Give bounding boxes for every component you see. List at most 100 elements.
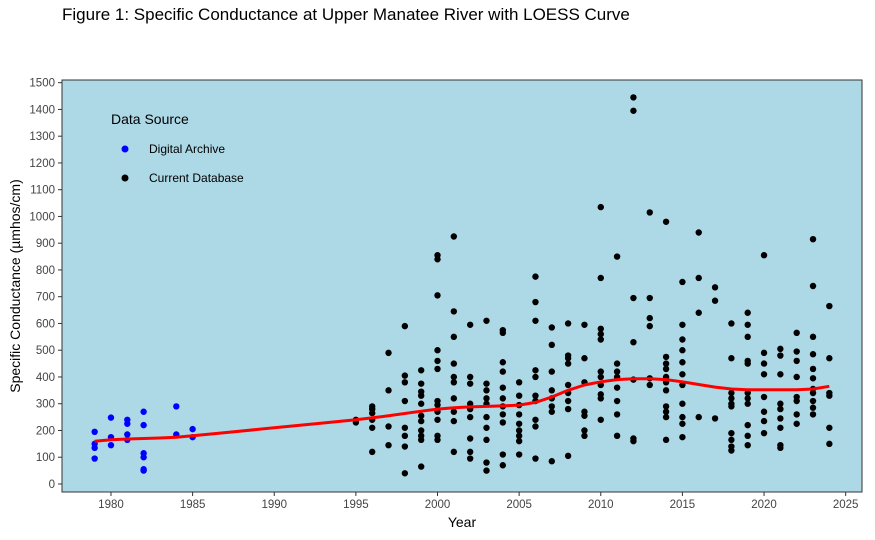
point-current-database	[695, 413, 702, 421]
point-current-database	[809, 282, 817, 290]
point-current-database	[679, 413, 686, 421]
point-current-database	[679, 321, 686, 328]
y-tick-label: 1300	[29, 131, 55, 143]
point-current-database	[793, 411, 800, 418]
y-tick-label: 1100	[30, 185, 55, 197]
point-current-database	[613, 432, 621, 440]
point-current-database	[564, 405, 572, 413]
point-digital-archive	[140, 408, 147, 415]
point-current-database	[532, 423, 539, 430]
point-current-database	[613, 384, 621, 391]
point-current-database	[679, 371, 686, 378]
point-current-database	[662, 436, 670, 444]
point-current-database	[417, 388, 425, 395]
point-current-database	[630, 435, 637, 442]
point-current-database	[581, 355, 588, 362]
point-current-database	[466, 413, 474, 421]
y-tick-label: 100	[36, 452, 55, 464]
point-digital-archive	[124, 416, 131, 423]
point-current-database	[679, 336, 686, 343]
y-tick-label: 800	[36, 265, 55, 277]
point-current-database	[809, 365, 817, 373]
point-current-database	[646, 294, 653, 302]
y-tick-label: 1200	[29, 158, 55, 170]
point-current-database	[597, 330, 604, 338]
point-current-database	[662, 403, 670, 410]
x-tick-label: 1990	[261, 499, 287, 511]
point-current-database	[450, 373, 458, 381]
point-current-database	[483, 317, 490, 324]
point-current-database	[777, 415, 784, 422]
point-current-database	[564, 320, 572, 327]
point-current-database	[532, 455, 539, 462]
point-current-database	[760, 360, 768, 367]
point-current-database	[679, 347, 686, 354]
point-current-database	[793, 373, 800, 381]
point-current-database	[532, 317, 539, 324]
point-current-database	[401, 424, 409, 431]
point-current-database	[679, 400, 686, 407]
point-current-database	[499, 384, 507, 391]
point-current-database	[679, 278, 686, 286]
point-current-database	[434, 397, 441, 405]
x-tick-label: 2010	[588, 499, 614, 511]
point-current-database	[515, 392, 523, 399]
point-current-database	[662, 218, 670, 225]
point-current-database	[793, 420, 800, 427]
point-current-database	[548, 387, 555, 394]
point-current-database	[760, 408, 768, 415]
point-current-database	[597, 373, 604, 381]
point-current-database	[646, 314, 653, 322]
point-current-database	[826, 440, 833, 448]
point-current-database	[434, 357, 441, 365]
point-current-database	[483, 413, 490, 421]
point-current-database	[597, 368, 604, 375]
point-current-database	[564, 381, 572, 389]
point-current-database	[548, 403, 555, 410]
point-current-database	[434, 347, 441, 354]
point-current-database	[401, 432, 409, 440]
point-current-database	[434, 252, 441, 259]
x-tick-label: 1995	[343, 499, 369, 511]
point-current-database	[728, 429, 735, 437]
point-current-database	[532, 392, 539, 399]
point-current-database	[369, 424, 376, 431]
point-current-database	[499, 368, 507, 375]
x-axis-title: Year	[448, 514, 477, 530]
y-tick-label: 600	[36, 318, 55, 330]
y-tick-label: 900	[36, 238, 55, 250]
point-current-database	[760, 429, 768, 437]
point-current-database	[515, 437, 523, 445]
plot-panel	[61, 79, 863, 493]
point-current-database	[450, 395, 458, 402]
point-current-database	[695, 309, 702, 316]
point-current-database	[401, 443, 409, 450]
point-current-database	[483, 436, 490, 444]
point-current-database	[744, 309, 751, 316]
point-digital-archive	[189, 425, 196, 433]
point-current-database	[483, 395, 490, 402]
y-tick-label: 1500	[29, 78, 55, 90]
y-tick-label: 1400	[29, 104, 55, 116]
point-current-database	[695, 229, 702, 236]
point-current-database	[630, 94, 637, 101]
point-current-database	[597, 416, 604, 423]
y-tick-label: 500	[36, 345, 55, 357]
point-current-database	[450, 448, 458, 456]
point-digital-archive	[91, 455, 98, 462]
point-current-database	[483, 380, 490, 387]
point-current-database	[515, 427, 523, 434]
legend-title: Data Source	[111, 111, 189, 127]
point-current-database	[434, 365, 441, 373]
x-tick-label: 2020	[751, 499, 777, 511]
point-digital-archive	[173, 403, 180, 410]
point-current-database	[483, 459, 490, 466]
chart-title: Figure 1: Specific Conductance at Upper …	[62, 5, 630, 24]
point-current-database	[662, 408, 670, 415]
point-current-database	[695, 274, 702, 282]
point-current-database	[499, 326, 507, 334]
point-current-database	[793, 357, 800, 365]
point-current-database	[597, 391, 604, 398]
point-current-database	[777, 441, 784, 449]
